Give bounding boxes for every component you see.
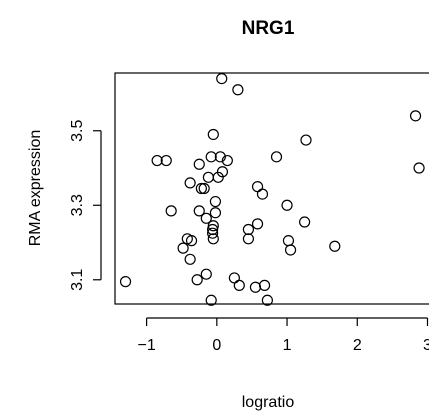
data-point [198, 182, 210, 195]
data-point [119, 276, 132, 288]
data-point [256, 188, 269, 200]
data-point [185, 235, 198, 247]
x-tick-label: 2 [353, 337, 362, 354]
data-points [119, 72, 425, 306]
data-point [242, 223, 255, 236]
data-point [160, 154, 172, 167]
y-tick-label: 3.3 [69, 194, 86, 216]
data-point [282, 235, 295, 247]
data-point [270, 151, 283, 163]
data-point [216, 72, 228, 85]
data-point [232, 84, 244, 96]
x-axis: −1 0 1 2 3 [137, 317, 429, 354]
data-point [216, 166, 229, 178]
x-tick-label: 1 [283, 337, 292, 354]
data-point [177, 242, 189, 254]
data-point [251, 218, 264, 230]
data-point [184, 177, 196, 189]
plot-frame [114, 72, 429, 305]
data-point [195, 182, 207, 195]
data-point [205, 151, 217, 163]
data-point [258, 279, 271, 291]
data-point [300, 134, 312, 146]
data-point [261, 294, 273, 306]
data-point [200, 212, 212, 224]
x-tick-label: −1 [137, 337, 155, 354]
y-tick-label: 3.1 [69, 269, 86, 291]
data-point [209, 195, 222, 208]
data-point [151, 154, 163, 167]
data-point [413, 162, 425, 174]
x-tick-label: 0 [212, 337, 221, 354]
data-point [221, 154, 233, 167]
data-point [207, 223, 219, 236]
data-point [193, 158, 205, 170]
chart-title: NRG1 [242, 18, 295, 39]
data-point [409, 110, 422, 122]
data-point [209, 207, 222, 219]
data-point [165, 205, 177, 217]
x-axis-label: logratio [242, 394, 295, 411]
data-point [207, 128, 219, 141]
y-axis: 3.1 3.3 3.5 [69, 120, 102, 291]
y-tick-label: 3.5 [69, 120, 86, 142]
data-point [242, 233, 255, 245]
data-point [207, 220, 219, 232]
data-point [191, 274, 203, 286]
data-point [249, 281, 262, 293]
data-point [207, 227, 219, 239]
data-point [207, 233, 219, 245]
y-axis-label: RMA expression [27, 130, 44, 247]
data-point [281, 199, 293, 211]
data-point [329, 240, 341, 252]
data-point [284, 244, 297, 256]
data-point [193, 205, 205, 217]
data-point [212, 171, 224, 183]
data-point [299, 216, 311, 228]
data-point [200, 268, 212, 280]
data-point [184, 253, 196, 265]
data-point [205, 294, 217, 306]
data-point [202, 171, 214, 183]
data-point [214, 151, 226, 163]
data-point [233, 279, 245, 291]
data-point [251, 181, 264, 193]
x-tick-label: 3 [423, 337, 429, 354]
data-point [228, 272, 240, 284]
